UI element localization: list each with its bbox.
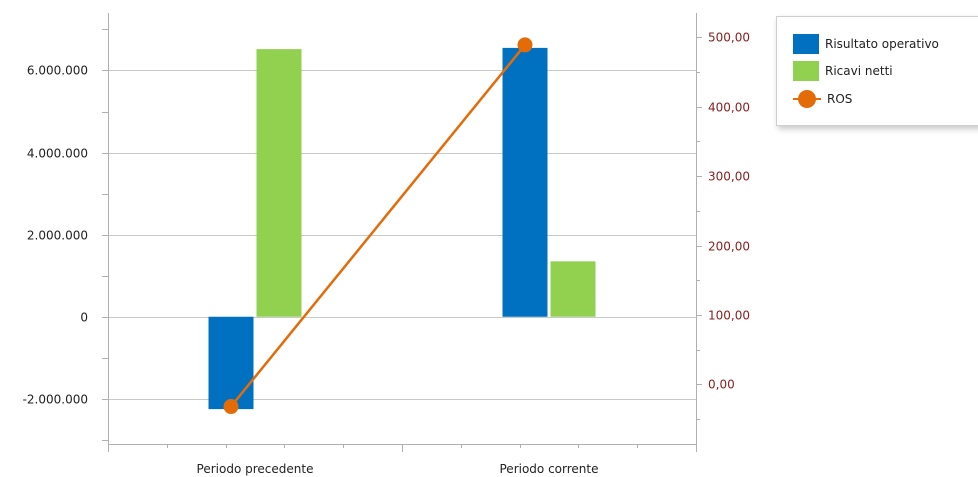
legend-label-ros: ROS (827, 92, 853, 106)
bar-risultato-operativo-1 (502, 47, 548, 317)
bar-ricavi-netti-0 (256, 49, 302, 317)
legend-item-ricavi-netti: Ricavi netti (793, 60, 893, 82)
bar-ricavi-netti-1 (550, 261, 596, 317)
ros-line (230, 44, 526, 408)
legend-symbol-ros (793, 89, 821, 109)
left-axis-tick-label: 4.000.000 (27, 147, 88, 161)
left-axis-tick-label: 0 (80, 311, 88, 325)
axes: -2.000.000 0 2.000.000 4.000.000 6.000.000 0,… (23, 13, 750, 476)
legend-item-risultato-operativo: Risultato operativo (793, 33, 939, 55)
legend-item-ros: ROS (793, 88, 852, 110)
left-axis-tick-label: 2.000.000 (27, 229, 88, 243)
x-axis-category-label: Periodo precedente (197, 462, 314, 476)
line-series (223, 37, 533, 415)
gridlines (108, 70, 696, 400)
left-axis-tick-label: -2.000.000 (23, 393, 88, 407)
x-axis-category-label: Periodo corrente (500, 462, 599, 476)
right-axis-tick-label: 300,00 (708, 170, 750, 184)
legend-swatch-risultato-operativo (793, 34, 819, 54)
chart-legend: Risultato operativo Ricavi netti ROS (776, 16, 978, 126)
ros-point-1 (517, 37, 533, 53)
left-axis-tick-label: 6.000.000 (27, 64, 88, 78)
ros-point-0 (223, 399, 239, 415)
right-axis-tick-label: 200,00 (708, 240, 750, 254)
right-axis-tick-label: 0,00 (708, 378, 735, 392)
bar-series (208, 47, 596, 410)
legend-label-ricavi-netti: Ricavi netti (825, 64, 893, 78)
right-axis-tick-label: 500,00 (708, 31, 750, 45)
legend-label-risultato-operativo: Risultato operativo (825, 37, 939, 51)
bar-risultato-operativo-0 (208, 316, 254, 410)
right-axis-tick-label: 400,00 (708, 101, 750, 115)
legend-swatch-ricavi-netti (793, 61, 819, 81)
right-axis-tick-label: 100,00 (708, 309, 750, 323)
